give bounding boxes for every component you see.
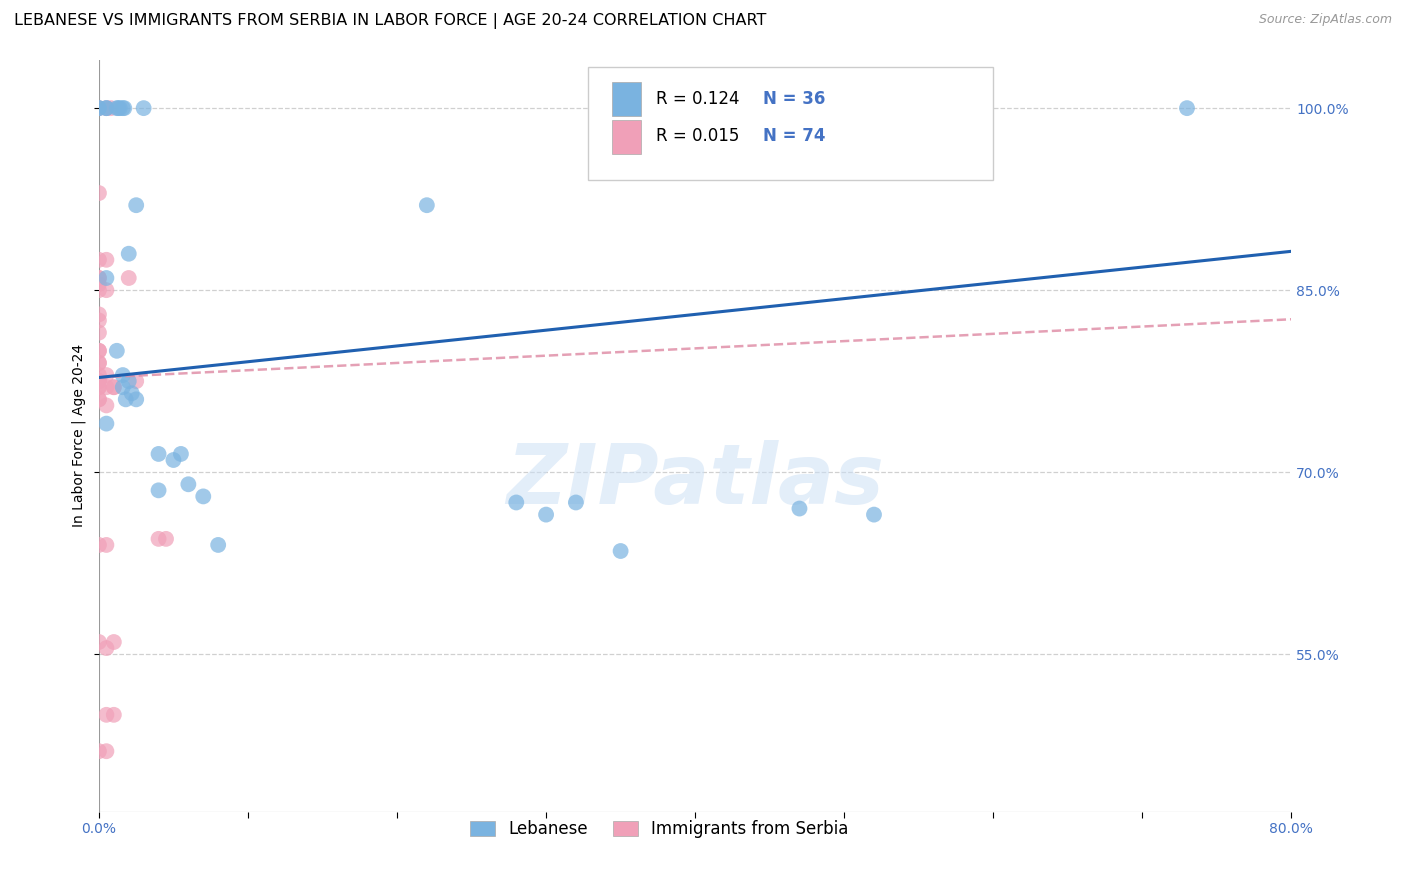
Point	[207, 538, 229, 552]
Point	[87, 343, 110, 358]
Point	[96, 283, 118, 297]
Point	[87, 101, 110, 115]
Point	[148, 483, 170, 498]
Point	[107, 101, 129, 115]
Point	[114, 392, 136, 407]
Text: R = 0.124: R = 0.124	[655, 90, 740, 108]
Point	[87, 356, 110, 370]
Point	[96, 380, 118, 394]
Point	[111, 101, 134, 115]
Point	[534, 508, 557, 522]
Point	[155, 532, 177, 546]
Point	[125, 374, 148, 388]
Point	[505, 495, 527, 509]
Point	[148, 447, 170, 461]
Point	[96, 744, 118, 758]
Point	[96, 417, 118, 431]
Point	[87, 356, 110, 370]
Point	[111, 368, 134, 382]
Point	[96, 398, 118, 412]
Point	[96, 101, 118, 115]
Point	[103, 635, 125, 649]
Legend: Lebanese, Immigrants from Serbia: Lebanese, Immigrants from Serbia	[464, 814, 855, 845]
Point	[112, 101, 135, 115]
Text: Source: ZipAtlas.com: Source: ZipAtlas.com	[1258, 13, 1392, 27]
Point	[96, 271, 118, 285]
Point	[87, 283, 110, 297]
Point	[121, 386, 143, 401]
Point	[87, 326, 110, 340]
Point	[108, 101, 131, 115]
Point	[609, 544, 631, 558]
Point	[100, 101, 122, 115]
FancyBboxPatch shape	[588, 67, 993, 180]
Point	[118, 271, 141, 285]
Point	[87, 380, 110, 394]
FancyBboxPatch shape	[612, 82, 641, 116]
Point	[87, 374, 110, 388]
Point	[118, 374, 141, 388]
Point	[148, 532, 170, 546]
Point	[863, 508, 886, 522]
Point	[87, 101, 110, 115]
Point	[125, 392, 148, 407]
Point	[87, 538, 110, 552]
Point	[96, 707, 118, 722]
Point	[103, 707, 125, 722]
Point	[103, 380, 125, 394]
Text: N = 36: N = 36	[763, 90, 825, 108]
Text: ZIPatlas: ZIPatlas	[506, 441, 884, 522]
Point	[87, 392, 110, 407]
Point	[103, 380, 125, 394]
Point	[87, 744, 110, 758]
Point	[87, 277, 110, 291]
Point	[87, 392, 110, 407]
Point	[87, 307, 110, 321]
Point	[193, 490, 215, 504]
Point	[125, 198, 148, 212]
Point	[87, 186, 110, 200]
Point	[789, 501, 811, 516]
Point	[96, 101, 118, 115]
Point	[96, 252, 118, 267]
Point	[87, 313, 110, 327]
Point	[118, 246, 141, 260]
Point	[87, 635, 110, 649]
Point	[87, 380, 110, 394]
Point	[87, 252, 110, 267]
Point	[96, 641, 118, 656]
Point	[105, 101, 128, 115]
FancyBboxPatch shape	[612, 120, 641, 153]
Point	[565, 495, 588, 509]
Point	[87, 343, 110, 358]
Point	[87, 374, 110, 388]
Point	[87, 101, 110, 115]
Point	[87, 271, 110, 285]
Text: N = 74: N = 74	[763, 128, 825, 145]
Point	[96, 538, 118, 552]
Point	[105, 343, 128, 358]
Point	[177, 477, 200, 491]
Point	[111, 380, 134, 394]
Point	[132, 101, 155, 115]
Text: LEBANESE VS IMMIGRANTS FROM SERBIA IN LABOR FORCE | AGE 20-24 CORRELATION CHART: LEBANESE VS IMMIGRANTS FROM SERBIA IN LA…	[14, 13, 766, 29]
Point	[1175, 101, 1198, 115]
Point	[96, 368, 118, 382]
Text: R = 0.015: R = 0.015	[655, 128, 740, 145]
Point	[87, 271, 110, 285]
Point	[87, 368, 110, 382]
Point	[162, 453, 184, 467]
Point	[87, 374, 110, 388]
Point	[170, 447, 193, 461]
Point	[416, 198, 439, 212]
Point	[96, 101, 118, 115]
Y-axis label: In Labor Force | Age 20-24: In Labor Force | Age 20-24	[72, 344, 86, 527]
